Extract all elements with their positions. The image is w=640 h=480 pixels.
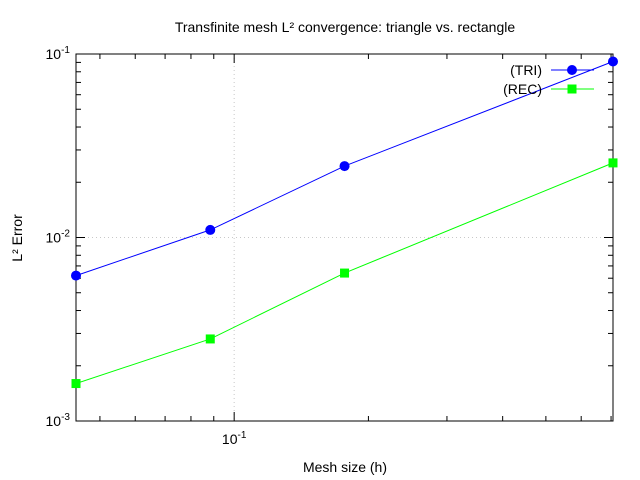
data-point	[71, 379, 81, 389]
data-point	[205, 334, 215, 344]
grid	[76, 54, 613, 421]
legend-label: (REC)	[503, 81, 542, 97]
series-line	[75, 162, 614, 385]
y-tick-label: 10-3	[46, 412, 71, 429]
plot-frame	[75, 53, 614, 422]
series-line	[75, 61, 614, 277]
chart-title: Transfinite mesh L² convergence: triangl…	[175, 19, 516, 35]
data-point	[340, 268, 350, 278]
y-tick-label: 10-2	[46, 229, 71, 246]
y-tick-label: 10-1	[46, 45, 71, 62]
x-tick-label: 10-1	[222, 430, 247, 447]
data-point	[71, 270, 81, 281]
x-axis-label: Mesh size (h)	[303, 459, 387, 475]
data-point	[608, 56, 618, 67]
data-point	[339, 161, 350, 172]
legend-marker	[567, 84, 577, 94]
tick-labels: 10-1 10-3 10-2 10-1	[46, 45, 247, 447]
series-group	[71, 56, 618, 389]
y-axis-label: L² Error	[9, 214, 25, 262]
legend: (TRI) (REC)	[503, 62, 594, 97]
data-point	[608, 158, 618, 168]
legend-marker	[567, 65, 577, 75]
legend-label: (TRI)	[510, 62, 542, 78]
data-point	[205, 224, 216, 235]
